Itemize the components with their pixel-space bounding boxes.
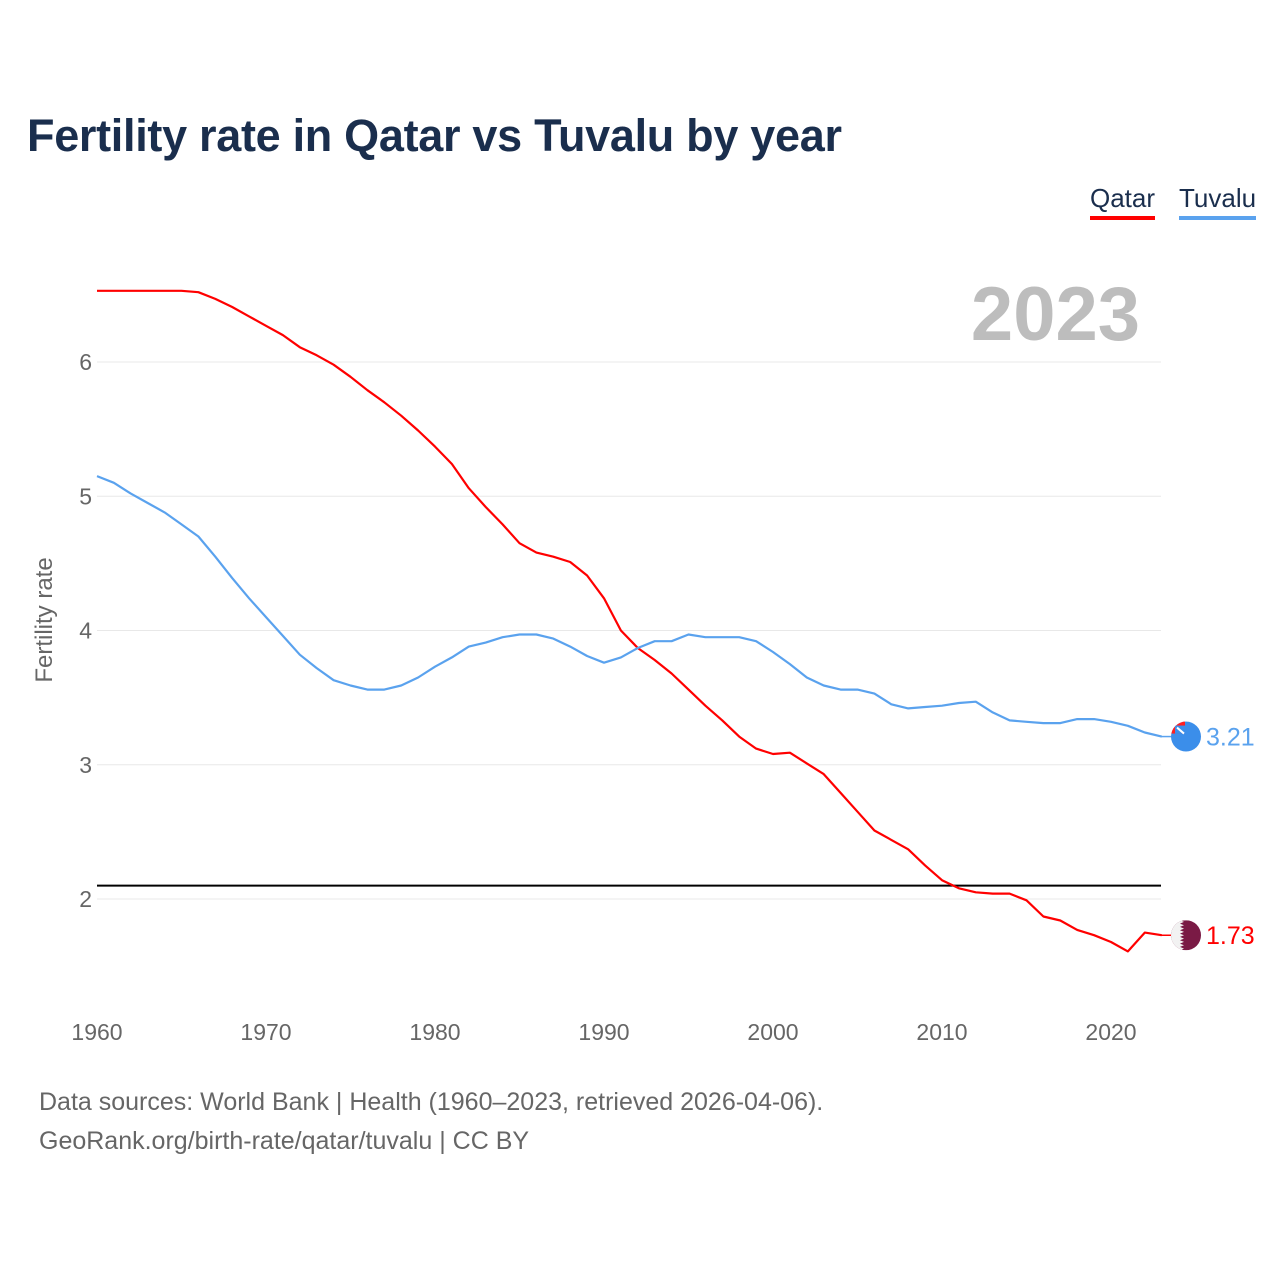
series-line-tuvalu xyxy=(96,475,1162,738)
series-line-qatar xyxy=(97,289,1162,953)
legend-item-tuvalu[interactable]: Tuvalu xyxy=(1179,183,1257,220)
qatar-flag-icon xyxy=(1171,920,1201,951)
x-tick-label: 2020 xyxy=(1085,1019,1136,1045)
x-tick-label: 1980 xyxy=(409,1019,460,1045)
y-tick-label: 3 xyxy=(79,752,92,778)
legend-item-qatar[interactable]: Qatar xyxy=(1090,183,1156,220)
end-value-label: 3.21 xyxy=(1206,724,1255,752)
x-tick-label: 2010 xyxy=(916,1019,967,1045)
y-axis-label: Fertility rate xyxy=(31,557,58,682)
footer-link[interactable]: GeoRank.org/birth-rate/qatar/tuvalu | CC… xyxy=(39,1127,530,1155)
y-tick-label: 2 xyxy=(79,886,92,912)
x-tick-label: 2000 xyxy=(747,1019,798,1045)
footer-sources: Data sources: World Bank | Health (1960–… xyxy=(39,1088,824,1116)
y-tick-label: 5 xyxy=(79,483,92,509)
chart-title: Fertility rate in Qatar vs Tuvalu by yea… xyxy=(27,110,842,161)
x-tick-label: 1970 xyxy=(240,1019,291,1045)
x-tick-label: 1990 xyxy=(578,1019,629,1045)
y-tick-label: 6 xyxy=(79,349,92,375)
end-value-label: 1.73 xyxy=(1206,922,1255,950)
y-tick-label: 4 xyxy=(79,618,92,644)
year-label: 2023 xyxy=(971,272,1140,357)
flag-cross xyxy=(1176,726,1185,735)
gridlines: 2 3 4 5 6 1960 1970 1980 1990 2000 2010 2020 xyxy=(71,349,1161,1045)
flag-white xyxy=(1171,920,1184,951)
tuvalu-flag-icon xyxy=(1171,721,1201,752)
x-tick-label: 1960 xyxy=(71,1019,122,1045)
